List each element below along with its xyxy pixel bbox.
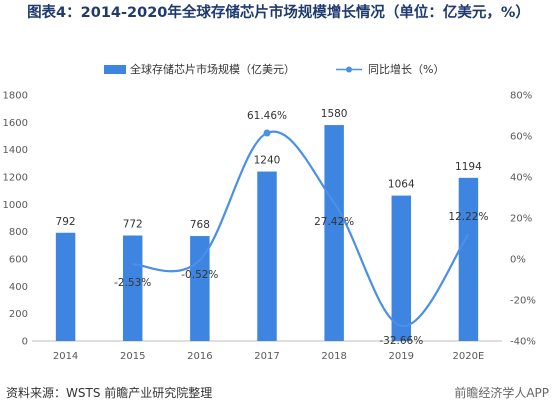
y-left-tick-label: 0 [22,337,28,348]
y-left-tick-label: 1600 [3,118,28,129]
data-labels: 792 772 768 1240 1580 1064 1194 -2.53% -0.52% 61.… [56,108,489,347]
y-right-tick-label: 0% [510,255,526,266]
growth-point [263,129,271,137]
legend-bar-label: 全球存储芯片市场规模（亿美元） [130,62,295,76]
bar [55,232,76,341]
growth-value-label: 61.46% [247,110,287,122]
y-left-tick-label: 800 [9,227,28,238]
bar [257,171,277,341]
y-left-tick-label: 1800 [3,91,28,102]
watermark: 前瞻经济学人APP [454,386,549,400]
growth-value-label: -2.53% [114,277,151,289]
legend-line-marker [346,66,352,73]
growth-value-label: -0.52% [181,269,218,281]
x-tick-label: 2016 [187,351,212,362]
legend-line-label: 同比增长（%） [368,62,444,76]
bar [122,235,143,341]
bar-value-label: 772 [123,218,143,230]
y-right-tick-label: 20% [510,214,532,225]
bar [190,236,210,341]
y-left-tick-label: 1200 [3,173,28,184]
x-tick-label: 2019 [389,351,414,362]
y-right-tick-label: 60% [510,132,532,143]
y-left-tick-label: 200 [9,309,28,320]
axes: 0 200 400 600 800 1000 1200 1400 1600 1800 -40% -20… [3,91,536,363]
bar-value-label: 1240 [254,155,281,167]
y-right-tick-label: -40% [510,337,536,348]
bar-value-label: 1194 [455,161,482,173]
bars [55,125,479,341]
bar [324,125,344,341]
growth-value-label: 27.42% [314,216,354,228]
y-left-tick-label: 1000 [3,200,28,211]
growth-value-label: 12.22% [448,211,488,223]
legend-bar-swatch [104,65,126,74]
x-tick-label: 2018 [321,351,346,362]
bar-value-label: 792 [56,216,76,228]
y-right-tick-label: 80% [510,91,532,102]
y-left-tick-label: 1400 [3,145,28,156]
x-tick-label: 2020E [453,351,485,362]
x-tick-label: 2015 [120,351,145,362]
y-right-tick-label: -20% [510,296,536,307]
y-left-tick-label: 400 [9,282,28,293]
x-tick-label: 2017 [254,351,279,362]
growth-line [132,130,470,328]
y-left-tick-label: 600 [9,255,28,266]
x-tick-label: 2014 [53,351,78,362]
bar-value-label: 1064 [388,179,415,191]
source-note: 资料来源：WSTS 前瞻产业研究院整理 [6,386,213,400]
growth-value-label: -32.66% [379,335,423,347]
bar [391,195,412,341]
growth-line-layer [132,129,470,328]
bar-value-label: 1580 [321,108,348,120]
chart-title: 图表4：2014-2020年全球存储芯片市场规模增长情况（单位：亿美元，%） [27,5,530,21]
legend: 全球存储芯片市场规模（亿美元） 同比增长（%） [104,62,444,76]
bar [458,177,479,341]
y-right-tick-label: 40% [510,173,532,184]
bar-value-label: 768 [190,219,210,231]
